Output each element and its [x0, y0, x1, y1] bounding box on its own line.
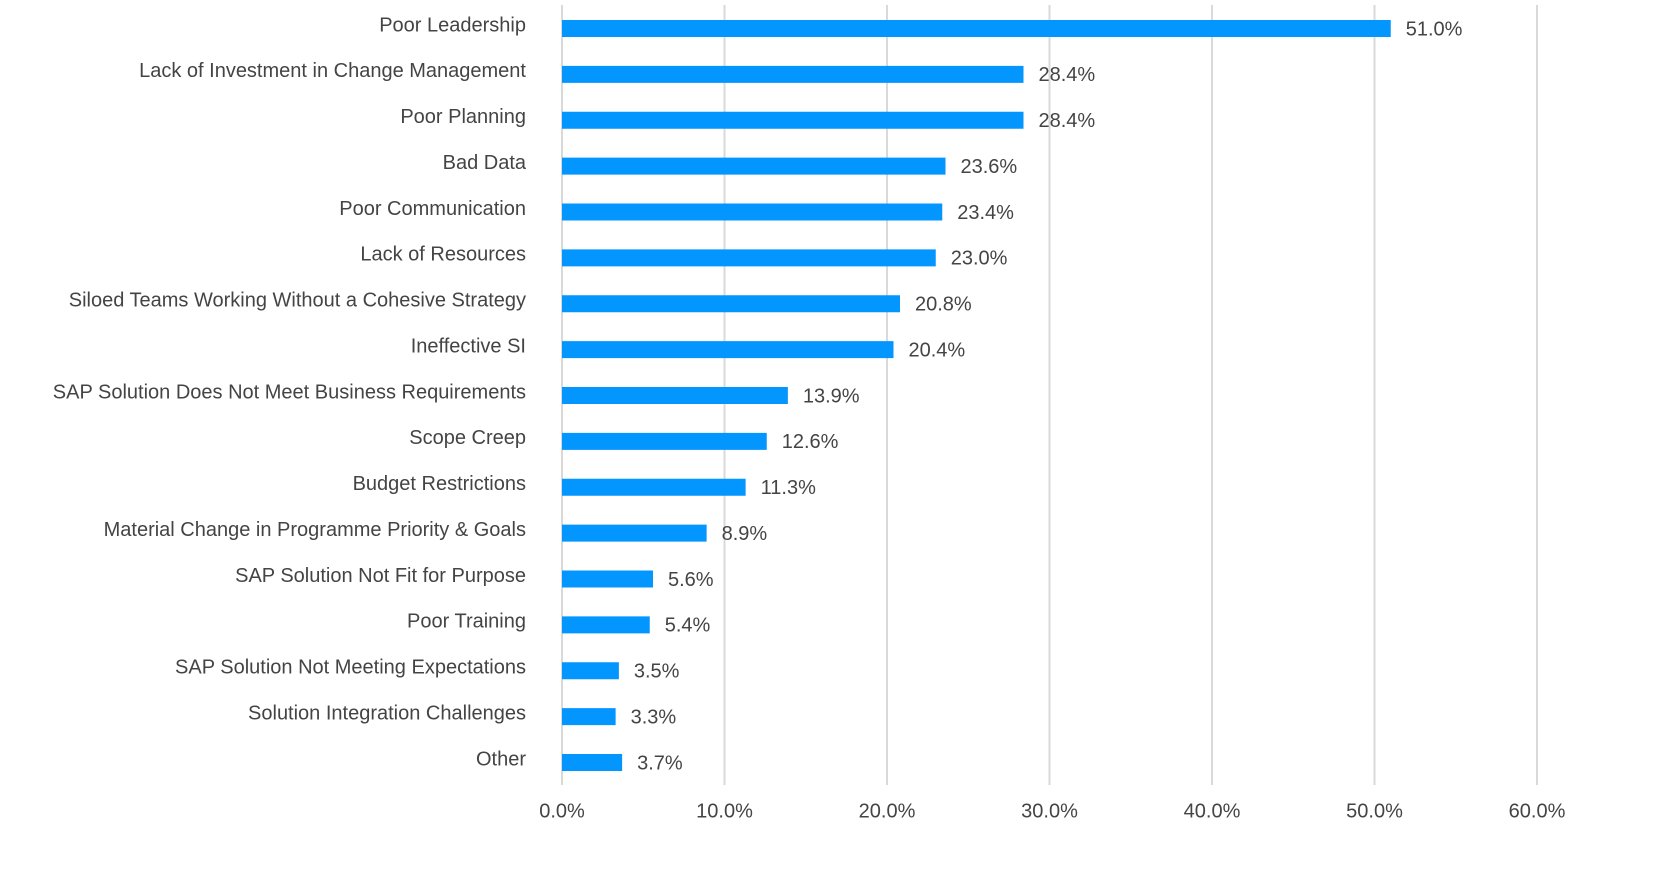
bar: [562, 662, 619, 680]
x-tick-label: 0.0%: [539, 800, 585, 822]
bar: [562, 65, 1024, 83]
category-label: Scope Creep: [409, 427, 526, 449]
bar: [562, 249, 936, 267]
value-label: 8.9%: [722, 523, 768, 545]
category-label: SAP Solution Not Meeting Expectations: [175, 657, 526, 679]
bar: [562, 754, 623, 771]
x-tick-label: 60.0%: [1509, 800, 1566, 822]
category-label: SAP Solution Does Not Meet Business Requ…: [53, 381, 526, 403]
value-label: 13.9%: [803, 385, 860, 407]
bar: [562, 203, 943, 221]
bar: [562, 616, 650, 634]
value-label: 5.6%: [668, 569, 714, 591]
category-label: Lack of Investment in Change Management: [139, 60, 526, 82]
bar: [562, 432, 767, 450]
x-tick-label: 50.0%: [1346, 800, 1403, 822]
category-label: Material Change in Programme Priority & …: [104, 519, 526, 541]
category-label: Poor Leadership: [379, 14, 526, 36]
bar: [562, 157, 946, 175]
value-label: 28.4%: [1039, 110, 1096, 132]
value-label: 23.0%: [951, 248, 1008, 270]
category-label: Bad Data: [443, 152, 527, 174]
value-label: 12.6%: [782, 431, 839, 453]
value-label: 51.0%: [1406, 18, 1463, 40]
value-label: 23.6%: [961, 156, 1018, 178]
category-label: Poor Training: [407, 611, 526, 633]
value-label: 11.3%: [761, 477, 816, 499]
category-label: SAP Solution Not Fit for Purpose: [235, 565, 526, 587]
bar: [562, 708, 616, 726]
category-label: Lack of Resources: [360, 244, 526, 266]
category-label: Budget Restrictions: [353, 473, 526, 495]
category-label: Poor Communication: [339, 198, 526, 220]
bar: [562, 387, 788, 404]
value-label: 3.3%: [631, 706, 677, 728]
bar: [562, 341, 894, 359]
category-label: Poor Planning: [400, 106, 526, 128]
value-label: 5.4%: [665, 615, 711, 637]
bar: [562, 295, 900, 313]
bar: [562, 20, 1391, 37]
value-label: 3.5%: [634, 661, 680, 683]
value-label: 28.4%: [1039, 64, 1096, 86]
x-tick-label: 10.0%: [696, 800, 753, 822]
bar: [562, 570, 653, 588]
bar: [562, 478, 746, 496]
value-label: 3.7%: [637, 752, 683, 774]
category-label: Solution Integration Challenges: [248, 702, 526, 724]
value-label: 20.4%: [909, 339, 966, 361]
x-tick-label: 40.0%: [1184, 800, 1241, 822]
value-label: 20.8%: [915, 294, 972, 316]
bar: [562, 111, 1024, 129]
category-label: Siloed Teams Working Without a Cohesive …: [69, 290, 526, 312]
bar: [562, 524, 707, 542]
value-label: 23.4%: [957, 202, 1014, 224]
x-tick-label: 20.0%: [859, 800, 916, 822]
category-label: Other: [476, 748, 526, 770]
category-label: Ineffective SI: [411, 335, 526, 357]
x-tick-label: 30.0%: [1021, 800, 1078, 822]
